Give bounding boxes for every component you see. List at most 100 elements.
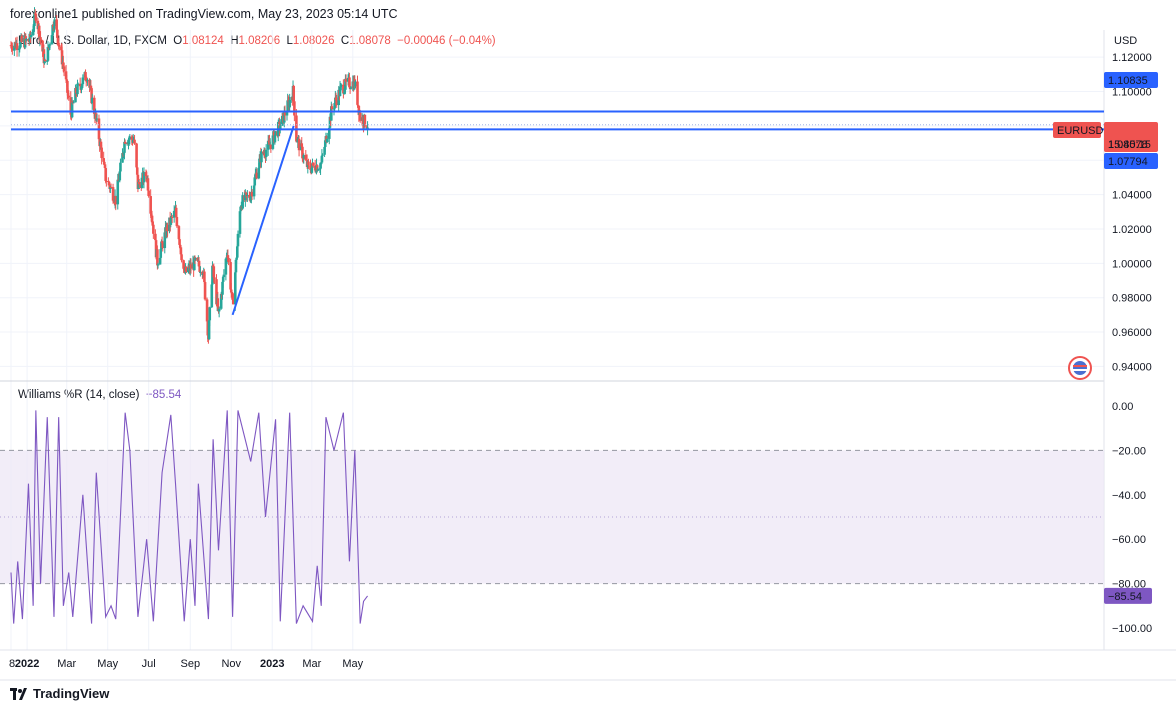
price-tick-label: 1.12000 (1112, 52, 1152, 64)
candle-body (160, 241, 164, 244)
candle-body (159, 249, 163, 258)
williams-r-name[interactable]: Williams %R (14, close) (18, 389, 140, 401)
candle-body (142, 172, 146, 183)
williams-r-tick-label: −40.00 (1112, 490, 1146, 502)
candle-body (344, 78, 348, 82)
time-tick-label: 2022 (15, 658, 39, 670)
candle-body (136, 174, 140, 189)
candle-body (219, 293, 223, 309)
candle-body (56, 37, 60, 45)
candle-body (81, 77, 85, 85)
candle-body (137, 182, 141, 185)
candle-body (271, 135, 275, 149)
williams-r-last-bg (1104, 587, 1152, 604)
candle-body (29, 34, 33, 38)
candle-body (205, 299, 209, 322)
price-tick-label: 0.94000 (1112, 361, 1152, 373)
candles[interactable] (9, 7, 369, 344)
candle-body (170, 216, 174, 218)
time-tick-label: Mar (57, 658, 76, 670)
candle-body (147, 190, 150, 197)
candle-body (333, 103, 336, 109)
candle-body (145, 176, 148, 179)
candle-body (85, 80, 89, 82)
candle-body (48, 44, 52, 46)
candle-body (292, 85, 296, 102)
candle-body (215, 279, 218, 305)
price-legend: Euro / U.S. Dollar, 1D, FXCM O1.08124 H1… (18, 35, 496, 47)
candle-body (255, 172, 259, 179)
candle-body (62, 66, 66, 72)
candle-body (283, 111, 286, 123)
candle-body (221, 277, 225, 282)
candle-body (118, 171, 122, 181)
candle-body (211, 265, 215, 267)
lower-line-price: 1.07794 (1108, 156, 1148, 168)
candle-body (74, 88, 77, 103)
candle-body (92, 97, 96, 114)
symbol-tag: EURUSD (1057, 125, 1104, 137)
candle-body (122, 152, 126, 155)
candle-body (235, 257, 238, 260)
tradingview-brand: TradingView (33, 686, 110, 701)
candle-body (128, 136, 132, 140)
candle-body (175, 216, 179, 227)
williams-r-tick-label: 0.00 (1112, 401, 1133, 413)
candle-body (197, 260, 201, 267)
williams-r-axis[interactable]: 0.00 −20.00 −40.00 −60.00 −80.00 −100.00 (1112, 401, 1152, 635)
price-tick-label: 1.02000 (1112, 224, 1152, 236)
footer[interactable]: TradingView (10, 686, 109, 701)
candle-body (358, 112, 362, 121)
williams-r-value: −85.54 (145, 389, 182, 401)
candle-body (69, 97, 73, 115)
candle-body (104, 168, 107, 181)
candle-body (211, 265, 214, 285)
price-tick-label: 0.98000 (1112, 293, 1152, 305)
candle-body (163, 232, 167, 249)
candle-body (323, 140, 327, 147)
flag-icon[interactable] (1068, 356, 1092, 380)
candle-body (43, 59, 46, 64)
candle-body (113, 202, 116, 204)
candle-body (264, 149, 268, 158)
candle-body (248, 195, 251, 198)
candle-body (47, 44, 51, 49)
williams-r-tick-label: −80.00 (1112, 579, 1146, 591)
candle-body (156, 264, 160, 266)
candle-body (99, 141, 103, 148)
williams-r-tick-label: −100.00 (1112, 623, 1152, 635)
candle-body (257, 167, 261, 179)
candle-body (206, 321, 210, 336)
candle-body (84, 72, 87, 81)
candle-body (56, 29, 59, 38)
candle-body (150, 215, 154, 222)
candle-body (221, 281, 224, 295)
trendline[interactable] (231, 125, 295, 316)
candle-body (123, 141, 126, 153)
candle-body (34, 13, 38, 21)
candle-body (302, 155, 306, 159)
low-value: 1.08026 (292, 35, 335, 47)
candle-body (201, 273, 205, 275)
low-label: L (286, 35, 293, 47)
candle-body (24, 36, 28, 40)
candle-body (300, 143, 304, 147)
candle-body (297, 138, 301, 151)
candle-body (100, 147, 103, 159)
candle-body (60, 46, 63, 51)
candle-body (236, 233, 240, 247)
upper-line-price-bg (1104, 72, 1158, 88)
time-axis[interactable]: 8 2022 Mar May Jul Sep Nov 2023 Mar May (9, 658, 364, 670)
last-price: 1.08078 (1108, 139, 1148, 151)
candle-body (149, 196, 152, 214)
candle-body (28, 33, 32, 42)
trendline-segment (231, 125, 295, 316)
candle-body (131, 140, 135, 143)
candle-body (107, 181, 110, 183)
candle-body (25, 38, 28, 40)
candle-body (42, 49, 46, 64)
candle-body (71, 101, 75, 104)
symbol-name[interactable]: Euro / U.S. Dollar, 1D, FXCM (18, 35, 167, 47)
horizontal-lines[interactable] (11, 110, 1104, 131)
